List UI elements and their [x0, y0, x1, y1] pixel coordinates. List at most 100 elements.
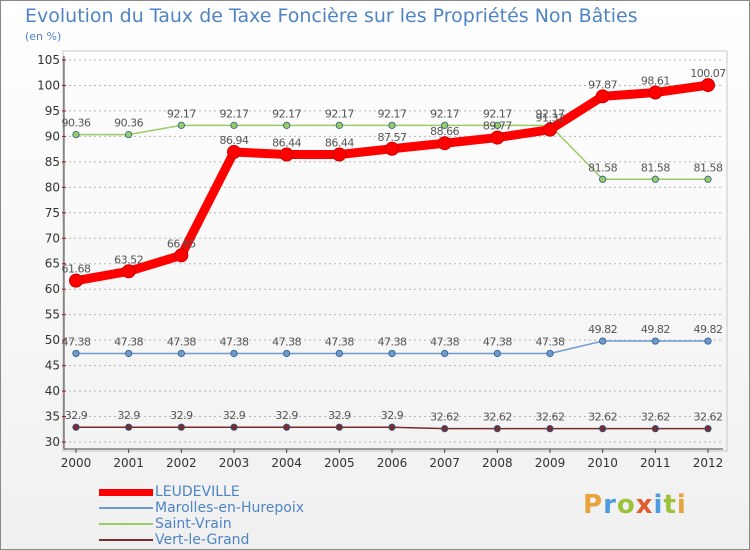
data-label: 32.9 [223, 409, 246, 422]
x-tick-label: 2008 [482, 456, 513, 470]
data-label: 61.68 [62, 263, 91, 276]
data-point [125, 423, 133, 431]
data-point [177, 349, 185, 358]
y-tick-label: 30 [45, 435, 60, 449]
plot-frame [62, 50, 728, 452]
data-label: 47.38 [325, 335, 354, 348]
logo-letter: o [616, 490, 636, 520]
x-tick-label: 2012 [693, 456, 724, 470]
data-point [230, 349, 238, 358]
data-label: 32.9 [170, 409, 193, 422]
data-point [388, 121, 396, 129]
data-point [651, 337, 659, 345]
data-label: 90.36 [114, 117, 143, 130]
data-point [441, 121, 449, 129]
data-point [599, 425, 607, 433]
data-point [493, 349, 501, 358]
legend-item: LEUDEVILLE [99, 484, 399, 500]
data-label: 47.38 [114, 335, 143, 348]
data-point [335, 349, 343, 358]
data-label: 66.65 [167, 237, 196, 250]
x-tick-label: 2002 [166, 456, 197, 470]
data-label: 63.52 [114, 253, 143, 266]
data-point [174, 248, 189, 263]
data-point [72, 130, 80, 139]
data-point [230, 121, 238, 129]
data-point [704, 425, 712, 433]
proxiti-logo: Proxiti [583, 490, 687, 520]
x-tick-label: 2000 [61, 456, 92, 470]
data-label: 81.58 [588, 161, 617, 174]
data-label: 87.57 [378, 131, 407, 144]
legend-swatch [99, 539, 153, 541]
series-marolles-en-hurepoix: 47.38 47.38 47.38 47.38 47.38 47.38 47.38 47.38… [62, 323, 723, 358]
data-label: 47.38 [167, 335, 196, 348]
data-label: 47.38 [536, 335, 565, 348]
y-tick-label: 60 [45, 282, 60, 296]
data-label: 47.38 [378, 335, 407, 348]
data-point [490, 130, 505, 145]
data-point [599, 337, 607, 345]
series-vert-le-grand: 32.9 32.9 32.9 32.9 32.9 32.9 32.9 32.62 32.62 32… [65, 409, 723, 433]
data-label: 32.9 [117, 409, 140, 422]
x-tick-label: 2006 [377, 456, 408, 470]
data-label: 92.17 [430, 107, 459, 120]
data-point [283, 121, 291, 129]
data-point [546, 425, 554, 433]
data-point [279, 147, 294, 162]
series-saint-vrain: 90.36 90.36 92.17 92.17 92.17 92.17 92.17 92.17… [62, 107, 723, 183]
data-label: 32.62 [536, 411, 565, 424]
data-point [125, 130, 133, 139]
y-tick-label: 100 [37, 78, 60, 92]
data-label: 92.17 [167, 107, 196, 120]
logo-letter: i [653, 490, 664, 520]
data-label: 92.17 [483, 107, 512, 120]
logo-letter: P [583, 490, 604, 520]
data-point [69, 273, 83, 288]
x-tick-label: 2009 [535, 456, 566, 470]
data-point [704, 175, 712, 183]
data-label: 92.17 [536, 107, 565, 120]
y-tick-label: 70 [45, 231, 60, 245]
data-point [283, 423, 291, 431]
data-point [177, 423, 185, 431]
data-label: 32.9 [328, 409, 351, 422]
chart-title: Evolution du Taux de Taxe Foncière sur l… [25, 5, 638, 27]
y-tick-label: 45 [45, 359, 60, 373]
data-point [437, 136, 452, 151]
data-point [651, 425, 659, 433]
data-label: 90.36 [62, 117, 91, 130]
data-label: 49.82 [588, 323, 617, 336]
unit-label: (en %) [25, 30, 62, 43]
y-tick-label: 75 [45, 206, 60, 220]
series-leudeville: 61.68 63.52 66.65 86.94 86.44 86.44 87.57 88.66… [62, 67, 727, 288]
data-label: 98.61 [641, 75, 670, 88]
data-point [283, 349, 291, 358]
data-point [72, 423, 80, 431]
data-point [335, 121, 343, 129]
data-point [335, 423, 343, 431]
data-label: 81.58 [641, 161, 670, 174]
data-label: 32.62 [641, 411, 670, 424]
data-point [651, 175, 659, 183]
data-point [332, 147, 347, 162]
x-tick-label: 2005 [324, 456, 355, 470]
data-label: 32.62 [588, 411, 617, 424]
data-point [648, 85, 663, 100]
legend-swatch [99, 489, 153, 496]
data-point [441, 425, 449, 433]
data-label: 92.17 [272, 107, 301, 120]
data-label: 91.32 [536, 112, 565, 125]
legend-label: Vert-le-Grand [155, 532, 250, 548]
y-tick-label: 50 [45, 333, 60, 347]
data-point [230, 423, 238, 431]
data-point [177, 121, 185, 129]
y-tick-label: 65 [45, 257, 60, 271]
data-label: 47.38 [483, 335, 512, 348]
y-tick-label: 80 [45, 180, 60, 194]
data-point [227, 144, 241, 159]
data-point [125, 349, 133, 358]
logo-letter: t [663, 490, 677, 520]
data-label: 88.66 [430, 125, 459, 138]
